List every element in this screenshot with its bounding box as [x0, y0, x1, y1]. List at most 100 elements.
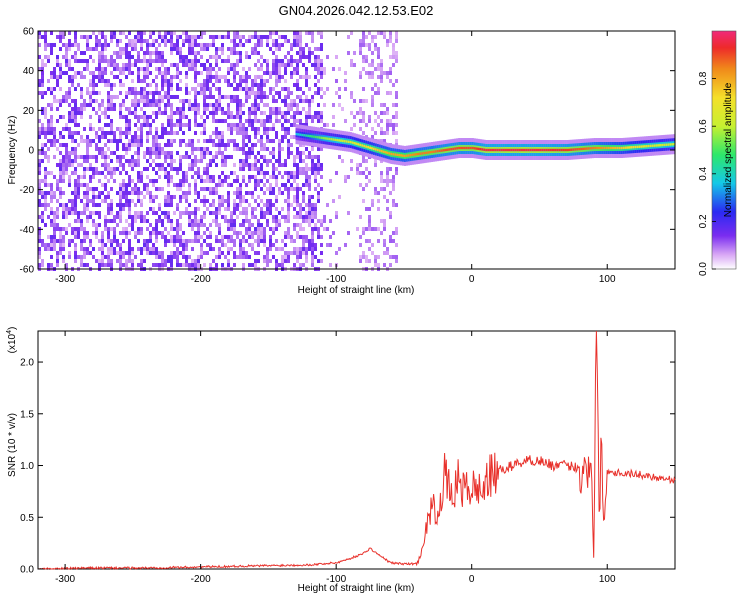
spectrogram-noise-cell — [152, 51, 155, 55]
spectrogram-noise-cell — [260, 135, 263, 139]
spectrogram-noise-cell — [215, 35, 218, 39]
spectrogram-ridge-core — [496, 148, 500, 152]
spectrogram-noise-cell — [128, 55, 131, 59]
spectrogram-noise-cell — [239, 167, 242, 171]
spectrogram-noise-cell — [287, 219, 290, 223]
spectrogram-noise-cell — [203, 123, 206, 127]
spectrogram-noise-cell — [191, 35, 194, 39]
spectrogram-noise-cell — [296, 235, 299, 239]
spectrogram-y-tick-label: 20 — [23, 106, 35, 117]
spectrogram-noise-cell — [62, 127, 65, 131]
spectrogram-noise-cell — [296, 231, 299, 235]
spectrogram-ridge-core — [477, 147, 480, 151]
spectrogram-noise-cell — [92, 91, 95, 95]
spectrogram-noise-cell — [47, 43, 50, 47]
spectrogram-noise-cell — [317, 111, 320, 115]
spectrogram-noise-cell — [221, 95, 224, 99]
spectrogram-noise-cell — [197, 167, 200, 171]
spectrogram-noise-cell — [83, 35, 86, 39]
spectrogram-noise-cell — [293, 239, 296, 243]
spectrogram-noise-cell — [353, 115, 356, 119]
spectrogram-noise-cell — [194, 171, 197, 175]
spectrogram-noise-cell — [272, 67, 275, 71]
spectrogram-noise-cell — [287, 59, 290, 63]
spectrogram-noise-cell — [125, 231, 128, 235]
spectrogram-noise-cell — [251, 151, 254, 155]
spectrogram-noise-cell — [164, 75, 167, 79]
spectrogram-noise-cell — [296, 183, 299, 187]
spectrogram-noise-cell — [326, 123, 329, 127]
spectrogram-noise-cell — [272, 51, 275, 55]
spectrogram-noise-cell — [86, 91, 89, 95]
spectrogram-noise-cell — [263, 171, 266, 175]
spectrogram-noise-cell — [152, 139, 155, 143]
spectrogram-noise-cell — [128, 43, 131, 47]
spectrogram-noise-cell — [122, 103, 125, 107]
spectrogram-noise-cell — [140, 139, 143, 143]
spectrogram-noise-cell — [260, 75, 263, 79]
spectrogram-noise-cell — [62, 235, 65, 239]
spectrogram-noise-cell — [107, 255, 110, 259]
spectrogram-noise-cell — [239, 39, 242, 43]
spectrogram-noise-cell — [98, 203, 101, 207]
spectrogram-noise-cell — [170, 203, 173, 207]
spectrogram-noise-cell — [269, 107, 272, 111]
spectrogram-noise-cell — [167, 139, 170, 143]
spectrogram-noise-cell — [215, 219, 218, 223]
spectrogram-noise-cell — [248, 203, 251, 207]
spectrogram-noise-cell — [389, 91, 392, 95]
spectrogram-noise-cell — [383, 131, 386, 135]
spectrogram-ridge-core — [553, 148, 556, 152]
spectrogram-noise-cell — [365, 59, 368, 63]
spectrogram-noise-cell — [218, 255, 221, 259]
spectrogram-noise-cell — [299, 111, 302, 115]
spectrogram-noise-cell — [116, 39, 119, 43]
spectrogram-noise-cell — [71, 115, 74, 119]
spectrogram-noise-cell — [62, 99, 65, 103]
spectrogram-noise-cell — [104, 123, 107, 127]
spectrogram-noise-cell — [254, 111, 257, 115]
spectrogram-noise-cell — [152, 199, 155, 203]
spectrogram-noise-cell — [335, 55, 338, 59]
spectrogram-noise-cell — [287, 95, 290, 99]
spectrogram-noise-cell — [77, 59, 80, 63]
spectrogram-noise-cell — [158, 151, 161, 155]
spectrogram-noise-cell — [323, 215, 326, 219]
spectrogram-noise-cell — [275, 199, 278, 203]
spectrogram-noise-cell — [245, 135, 248, 139]
spectrogram-noise-cell — [110, 247, 113, 251]
spectrogram-noise-cell — [89, 155, 92, 159]
spectrogram-noise-cell — [233, 87, 236, 91]
spectrogram-noise-cell — [191, 43, 194, 47]
spectrogram-noise-cell — [125, 55, 128, 59]
spectrogram-noise-cell — [299, 255, 302, 259]
spectrogram-ridge-core — [589, 147, 593, 150]
spectrogram-noise-cell — [179, 59, 182, 63]
spectrogram-noise-cell — [344, 119, 347, 123]
spectrogram-noise-cell — [218, 179, 221, 183]
spectrogram-noise-cell — [38, 183, 41, 187]
spectrogram-noise-cell — [215, 131, 218, 135]
spectrogram-noise-cell — [308, 111, 311, 115]
snr-x-tick-label: -300 — [55, 574, 75, 585]
spectrogram-ridge-core — [332, 138, 335, 141]
spectrogram-noise-cell — [107, 235, 110, 239]
spectrogram-noise-cell — [38, 251, 41, 255]
spectrogram-noise-cell — [362, 155, 365, 159]
spectrogram-noise-cell — [197, 51, 200, 55]
spectrogram-noise-cell — [143, 67, 146, 71]
spectrogram-noise-cell — [320, 259, 323, 263]
spectrogram-noise-cell — [278, 219, 281, 223]
spectrogram-noise-cell — [386, 207, 389, 211]
spectrogram-noise-cell — [266, 251, 269, 255]
spectrogram-noise-cell — [74, 75, 77, 79]
spectrogram-noise-cell — [362, 87, 365, 91]
spectrogram-noise-cell — [44, 199, 47, 203]
spectrogram-noise-cell — [227, 115, 230, 119]
spectrogram-noise-cell — [41, 131, 44, 135]
spectrogram-noise-cell — [248, 263, 251, 267]
spectrogram-noise-cell — [308, 243, 311, 247]
spectrogram-noise-cell — [59, 151, 62, 155]
spectrogram-noise-cell — [320, 75, 323, 79]
